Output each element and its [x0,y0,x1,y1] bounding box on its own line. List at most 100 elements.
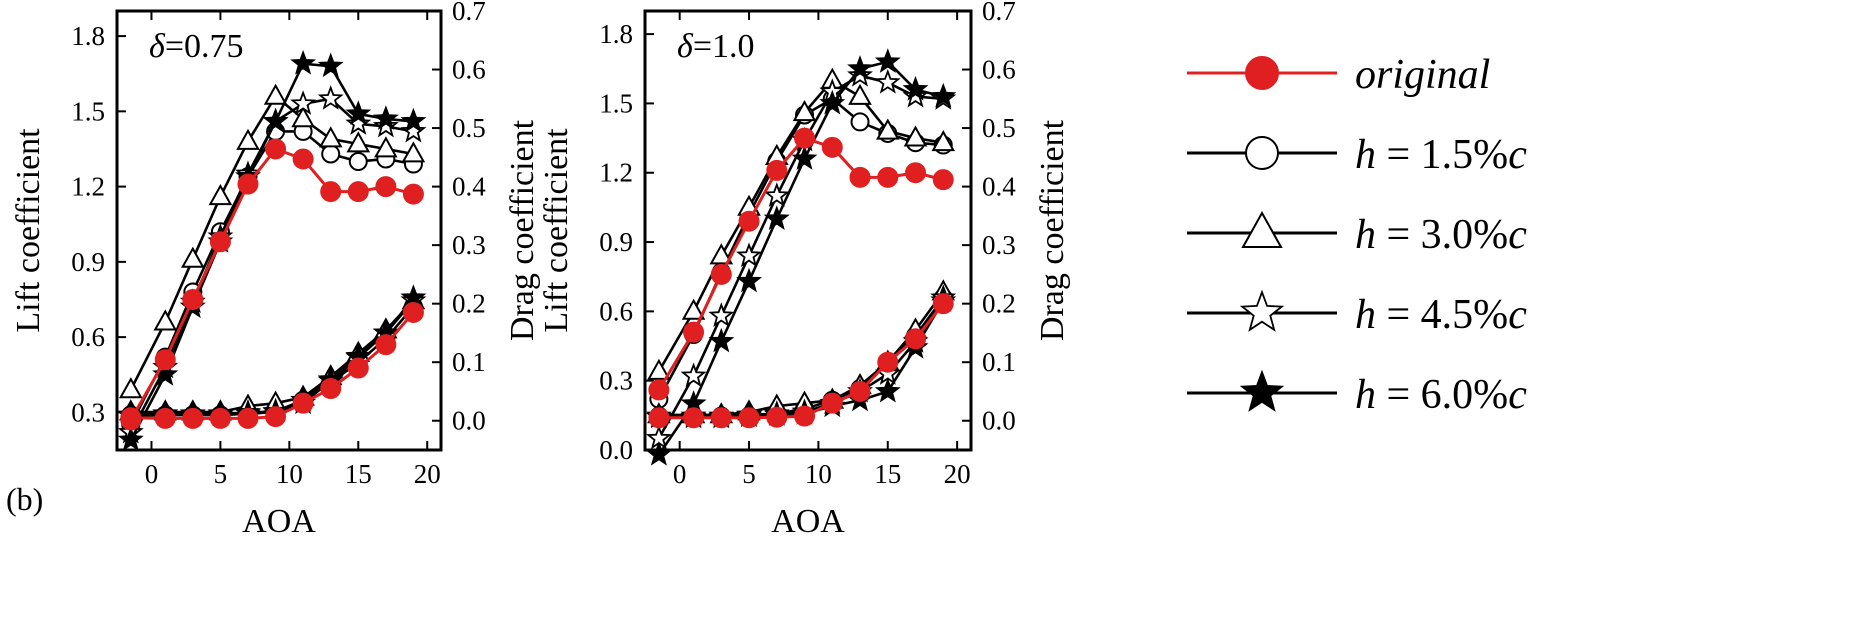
legend-value: = 6.0% [1376,372,1508,418]
data-point [401,141,426,163]
data-point [347,181,369,203]
legend-value: = 1.5% [1376,132,1508,178]
data-point [877,166,899,188]
data-point [874,48,901,73]
data-point [291,106,315,128]
series-line [129,147,414,421]
series-original-drag [648,293,954,429]
x-tick-label: 20 [944,459,971,489]
series-h-3-0-c-lift [118,83,426,399]
data-point [154,349,176,371]
data-point [736,267,763,293]
legend-unit: c [1508,132,1527,178]
y-left-tick-label: 0.0 [599,435,633,465]
data-point [372,112,399,138]
x-tick-label: 0 [145,459,159,489]
data-point [117,426,144,451]
data-point [821,136,843,158]
series-h-1-5-c-lift [121,121,423,435]
legend-unit: c [1508,372,1527,418]
data-point [821,392,843,414]
x-tick-label: 10 [276,459,303,489]
data-point [345,100,372,125]
legend-value: = 4.5% [1376,292,1508,338]
y-left-tick-label: 1.2 [599,158,633,188]
series-h-6-0-c-lift [117,50,427,451]
legend-label: h = 3.0%c [1355,212,1527,258]
data-point [681,298,706,320]
data-point [402,301,424,323]
data-point [180,246,205,268]
panel-delta-symbol: δ [149,28,166,65]
data-point [290,50,317,75]
y-left-tick-label: 0.9 [71,247,105,277]
data-point [265,406,287,428]
data-point [766,159,788,181]
chart-panel-delta-1.0: 0 5 10 15 20 0.0 0.3 0.6 0.9 1.2 1.5 1.8 0.0 0.1 0.2 0.… [538,0,1071,540]
y-right-tick-label: 0.3 [452,230,486,260]
data-point [708,302,735,327]
data-point [902,75,929,101]
x-axis-label: AOA [242,503,316,540]
data-point [182,407,204,429]
data-point [182,288,204,310]
data-point [402,183,424,205]
y-right-tick-label: 0.2 [452,289,486,319]
data-point [932,293,954,315]
legend-entry-h60: h = 6.0%c [1187,369,1527,418]
data-point [262,107,289,133]
y-left-tick-label: 1.5 [71,96,105,126]
y-left-tick-label: 0.9 [599,227,633,257]
data-point [736,242,763,267]
data-point [930,82,957,108]
legend-entry-h45: h = 4.5%c [1187,289,1527,338]
legend-var: h [1355,132,1376,178]
data-point [763,182,790,207]
y-right-tick-label: 0.6 [452,55,486,85]
legend-marker-circle-filled-icon [1245,56,1279,90]
legend-entry-original: original [1187,52,1490,98]
series-line [658,291,945,417]
chart-panel-delta-0.75: 0 5 10 15 20 0.3 0.6 0.9 1.2 1.5 1.8 0.0 0.1 0.2 0.3 0.… [10,0,541,540]
legend-marker-star-open-icon [1239,289,1285,332]
data-point [375,176,397,198]
y-right-tick-label: 0.0 [452,406,486,436]
y-right-tick-label: 0.1 [452,347,486,377]
legend-unit: c [1508,212,1527,258]
data-point [400,117,427,143]
data-point [320,181,342,203]
legend-label: h = 4.5%c [1355,292,1527,338]
panel-delta-value: =1.0 [693,28,755,65]
y-right-tick-label: 0.7 [452,0,486,26]
data-point [348,152,368,172]
legend-marker-star-filled-icon [1239,369,1285,412]
panel-delta-label: δ=1.0 [677,28,755,65]
data-point [791,145,818,170]
data-point [320,378,342,400]
y-right-tick-label: 0.5 [452,113,486,143]
panel-delta-label: δ=0.75 [149,28,244,65]
data-point [848,83,872,105]
data-point [645,441,672,466]
data-point [120,407,142,429]
x-tick-label: 15 [874,459,901,489]
legend-var: h [1355,212,1376,258]
data-point [290,90,317,115]
data-point [932,169,954,191]
y-right-tick-label: 0.6 [982,55,1016,85]
legend-entry-h30: h = 3.0%c [1187,210,1527,258]
legend-label: h = 6.0%c [1355,372,1527,418]
data-point [738,210,760,232]
data-point [209,231,231,253]
plot-frame [115,9,443,452]
data-point [236,128,260,150]
data-point [847,55,873,80]
data-point [317,52,344,78]
data-point [265,138,287,160]
y-left-tick-label: 1.2 [71,172,105,202]
data-point [763,205,790,230]
data-point [849,166,871,188]
y-left-tick-label: 0.6 [599,296,633,326]
